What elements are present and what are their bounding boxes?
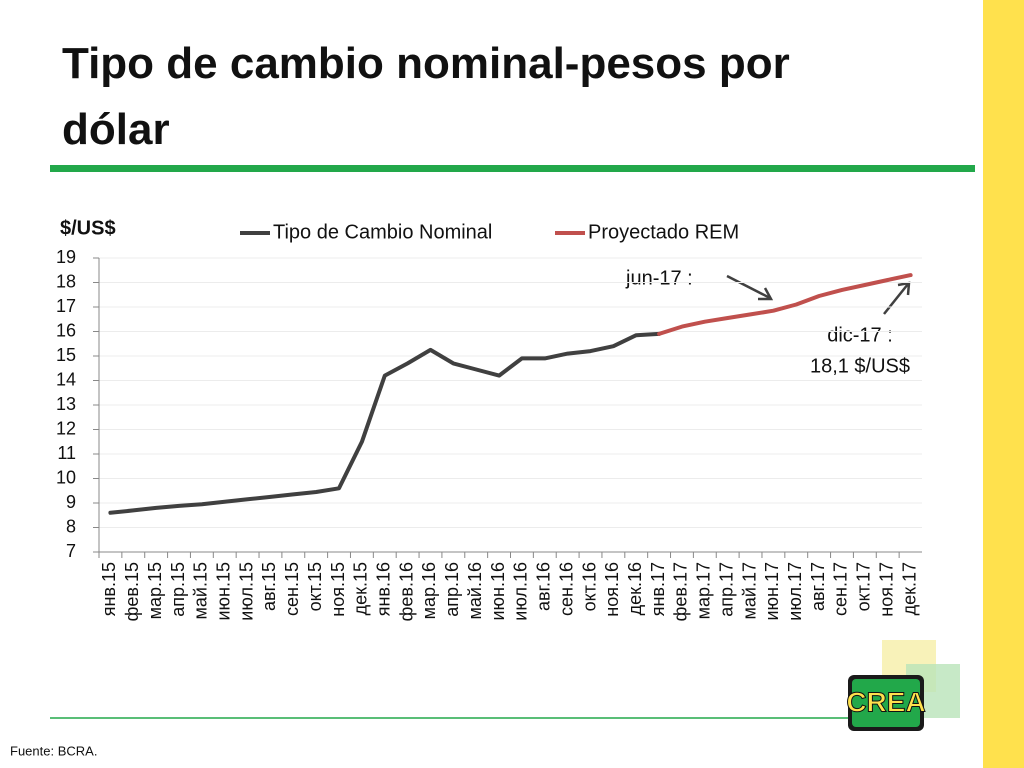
- x-tick-label: янв.16: [374, 562, 394, 616]
- legend-label: Proyectado REM: [588, 221, 739, 243]
- x-tick-label: май.16: [465, 562, 485, 619]
- x-tick-label: авг.17: [808, 562, 828, 611]
- y-tick-label: 13: [56, 394, 76, 414]
- y-tick-label: 10: [56, 467, 76, 487]
- x-tick-label: окт.17: [854, 562, 874, 611]
- x-tick-label: июн.17: [762, 562, 782, 621]
- annotation: 18,1 $/US$: [810, 355, 910, 377]
- legend-label: Tipo de Cambio Nominal: [273, 221, 492, 243]
- x-tick-label: фев.15: [122, 562, 142, 621]
- y-tick-label: 16: [56, 320, 76, 340]
- x-tick-label: июл.16: [511, 562, 531, 621]
- series-line: [108, 331, 662, 515]
- y-tick-label: 15: [56, 345, 76, 365]
- x-tick-label: май.17: [739, 562, 759, 619]
- y-tick-label: 19: [56, 247, 76, 267]
- x-tick-label: ноя.17: [876, 562, 896, 617]
- x-tick-label: сен.16: [556, 562, 576, 616]
- x-tick-label: апр.16: [442, 562, 462, 617]
- title-rule: [50, 165, 975, 172]
- y-tick-label: 11: [57, 443, 76, 463]
- y-tick-label: 12: [56, 418, 76, 438]
- x-tick-label: окт.15: [305, 562, 325, 611]
- x-tick-label: мар.15: [145, 562, 165, 619]
- x-tick-label: апр.15: [168, 562, 188, 617]
- x-tick-label: янв.17: [648, 562, 668, 616]
- y-axis-label: $/US$: [60, 217, 116, 239]
- y-tick-label: 7: [66, 541, 76, 561]
- x-tick-label: дек.17: [899, 562, 919, 615]
- annotation: dic-17 :: [827, 324, 893, 346]
- x-tick-label: дек.15: [351, 562, 371, 615]
- series-line: [657, 273, 913, 336]
- x-tick-label: янв.15: [99, 562, 119, 616]
- x-tick-label: дек.16: [625, 562, 645, 615]
- x-tick-label: сен.15: [282, 562, 302, 616]
- arrow: [726, 274, 771, 300]
- x-tick-label: ноя.16: [602, 562, 622, 617]
- title-line-1: Tipo de cambio nominal-pesos por dólar: [62, 39, 790, 154]
- x-tick-label: фев.16: [396, 562, 416, 621]
- x-tick-label: июл.15: [236, 562, 256, 621]
- x-tick-label: авг.15: [259, 562, 279, 611]
- x-tick-label: фев.17: [671, 562, 691, 621]
- y-tick-label: 8: [66, 516, 76, 536]
- annotation: jun-17 :: [625, 267, 693, 289]
- x-tick-label: мар.17: [694, 562, 714, 619]
- y-tick-label: 17: [56, 296, 76, 316]
- x-tick-label: июн.16: [488, 562, 508, 621]
- x-tick-label: сен.17: [831, 562, 851, 616]
- x-tick-label: май.15: [191, 562, 211, 619]
- logo-text: CREA: [846, 686, 925, 717]
- x-tick-label: ноя.15: [328, 562, 348, 617]
- x-tick-label: авг.16: [534, 562, 554, 611]
- logo-inner: [852, 679, 920, 727]
- arrow-head: [758, 287, 774, 301]
- y-tick-label: 14: [56, 369, 76, 389]
- x-tick-label: июл.17: [785, 562, 805, 621]
- x-tick-label: мар.16: [419, 562, 439, 619]
- y-tick-label: 18: [56, 271, 76, 291]
- y-tick-label: 9: [66, 492, 76, 512]
- arrow: [883, 283, 909, 315]
- x-tick-label: окт.16: [579, 562, 599, 611]
- x-tick-label: июн.15: [213, 562, 233, 621]
- x-tick-label: апр.17: [716, 562, 736, 617]
- side-bar: [983, 0, 1024, 768]
- source: Fuente: BCRA.: [10, 743, 97, 758]
